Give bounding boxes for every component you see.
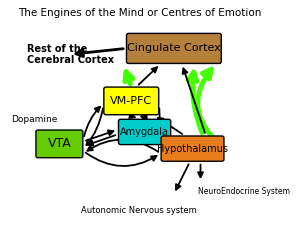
FancyArrowPatch shape	[84, 107, 100, 136]
FancyArrowPatch shape	[198, 69, 222, 147]
FancyArrowPatch shape	[76, 49, 123, 57]
FancyArrowPatch shape	[158, 108, 163, 139]
FancyArrowPatch shape	[86, 108, 103, 145]
FancyArrowPatch shape	[87, 140, 158, 152]
FancyArrowPatch shape	[158, 118, 182, 134]
Text: VTA: VTA	[47, 137, 71, 150]
FancyArrowPatch shape	[139, 67, 157, 85]
FancyBboxPatch shape	[118, 119, 171, 144]
FancyArrowPatch shape	[125, 72, 133, 84]
FancyBboxPatch shape	[161, 136, 224, 161]
Text: Rest of the
Cerebral Cortex: Rest of the Cerebral Cortex	[27, 44, 114, 65]
FancyArrowPatch shape	[88, 135, 115, 145]
FancyArrowPatch shape	[183, 68, 205, 133]
Text: Autonomic Nervous system: Autonomic Nervous system	[81, 206, 197, 215]
Text: VM-PFC: VM-PFC	[110, 96, 152, 106]
Text: Amygdala: Amygdala	[120, 127, 169, 137]
FancyArrowPatch shape	[86, 130, 113, 141]
FancyArrowPatch shape	[188, 72, 202, 133]
Text: The Engines of the Mind or Centres of Emotion: The Engines of the Mind or Centres of Em…	[18, 8, 261, 18]
FancyArrowPatch shape	[141, 115, 147, 120]
FancyBboxPatch shape	[127, 33, 221, 63]
FancyArrowPatch shape	[162, 138, 169, 149]
FancyArrowPatch shape	[85, 153, 157, 166]
Text: Hypothalamus: Hypothalamus	[157, 144, 228, 154]
FancyBboxPatch shape	[104, 87, 159, 115]
FancyArrowPatch shape	[37, 139, 43, 149]
Text: Dopamine: Dopamine	[11, 115, 58, 125]
FancyArrowPatch shape	[198, 165, 203, 177]
FancyBboxPatch shape	[36, 130, 83, 158]
FancyArrowPatch shape	[163, 132, 170, 142]
FancyArrowPatch shape	[129, 113, 135, 118]
Text: NeuroEndocrine System: NeuroEndocrine System	[198, 187, 290, 196]
FancyArrowPatch shape	[176, 164, 189, 190]
Text: Cingulate Cortex: Cingulate Cortex	[127, 43, 221, 54]
